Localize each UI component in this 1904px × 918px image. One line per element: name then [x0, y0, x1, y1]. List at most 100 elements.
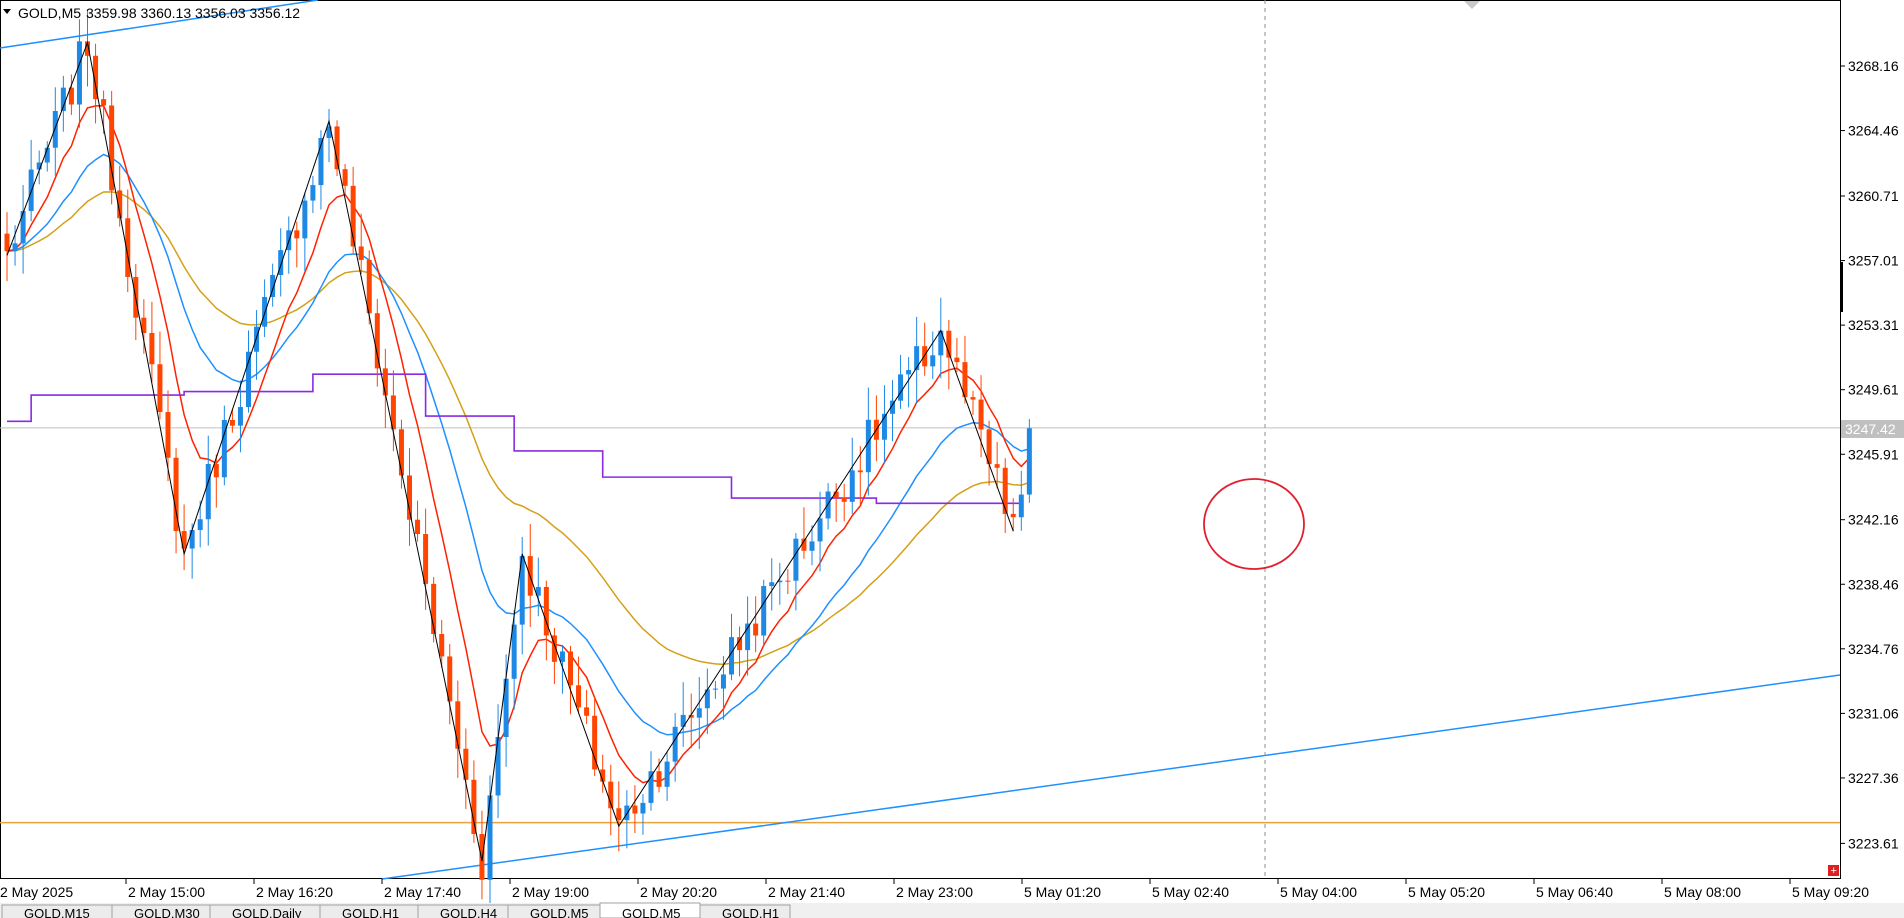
candle-body	[68, 87, 74, 105]
candle-body	[12, 243, 18, 252]
candle-body	[173, 457, 179, 532]
candle-body	[310, 185, 316, 201]
candle-body	[978, 399, 984, 430]
candle-body	[849, 470, 855, 502]
candle-body	[342, 169, 348, 186]
candle-body	[213, 463, 219, 478]
price-tick-label: 3249.61	[1848, 382, 1899, 398]
candle-body	[729, 637, 734, 675]
chart-shift-marker-icon[interactable]	[1464, 1, 1480, 9]
candle-body	[181, 531, 187, 549]
candle-body	[672, 726, 678, 762]
candle-body	[616, 808, 622, 821]
candle-body	[205, 463, 211, 520]
bottom-tab[interactable]: GOLD,Daily	[209, 904, 321, 918]
candle-body	[471, 779, 477, 834]
candle-body	[656, 771, 662, 787]
candle-body	[415, 519, 421, 535]
candle-body	[1002, 467, 1008, 514]
time-tick-label: 5 May 05:20	[1408, 884, 1485, 900]
candle-body	[382, 368, 388, 396]
candle-body	[688, 714, 694, 718]
annotation-layer	[1203, 478, 1305, 570]
candle-body	[117, 190, 123, 219]
collapse-triangle-icon[interactable]	[3, 9, 11, 14]
trendline-layer	[0, 0, 1841, 880]
candle-body	[318, 137, 324, 186]
ma-mid-line	[6, 153, 1030, 736]
candle-body	[793, 538, 799, 581]
candle-body	[857, 470, 863, 473]
svg-text:+: +	[1831, 865, 1837, 877]
candle-body	[374, 313, 380, 369]
price-tick-label: 3257.01	[1848, 253, 1899, 269]
candle-body	[994, 464, 1000, 468]
candle-body	[431, 583, 437, 635]
bottom-tab[interactable]: GOLD,M30	[111, 904, 211, 918]
candle-body	[294, 230, 300, 239]
candle-body	[157, 364, 163, 413]
candle-body	[535, 586, 541, 596]
candle-body	[680, 714, 686, 727]
candle-body	[898, 374, 904, 401]
candle-body	[761, 586, 767, 636]
bottom-tab-bar: GOLD,M15 GOLD,M30 GOLD,Daily GOLD,H1 GOLD,H4…	[0, 902, 1904, 918]
candle-body	[769, 582, 775, 587]
candle-body	[229, 419, 235, 426]
price-tick-label: 3223.61	[1848, 835, 1899, 851]
candle-body	[809, 541, 815, 551]
candle-body	[608, 781, 614, 809]
symbol-header[interactable]: GOLD,M5 3359.98 3360.13 3356.03 3356.12	[3, 5, 300, 21]
tab-label: GOLD,M5	[622, 906, 681, 918]
candle-body	[592, 715, 598, 770]
tab-label: GOLD,H4	[440, 906, 497, 918]
candle-body	[825, 491, 831, 519]
candle-body	[495, 737, 501, 796]
candle-body	[366, 259, 372, 314]
candle-body	[455, 701, 461, 749]
time-axis[interactable]: 2 May 2025 2 May 15:00 2 May 16:20 2 May 17…	[0, 879, 1869, 900]
candle-body	[20, 211, 26, 244]
price-tick-label: 3234.76	[1848, 641, 1899, 657]
time-tick-label: 2 May 19:00	[512, 884, 589, 900]
candle-body	[503, 678, 509, 738]
candle-body	[922, 346, 928, 367]
candle-body	[197, 519, 203, 531]
candle-body	[237, 407, 243, 426]
candle-body	[720, 674, 726, 689]
candle-body	[390, 395, 396, 430]
candle-body	[737, 637, 743, 651]
candle-body	[439, 634, 445, 657]
price-tick-label: 3245.91	[1848, 446, 1899, 462]
candle-body	[487, 795, 493, 880]
bottom-tab[interactable]: GOLD,M5	[507, 904, 601, 918]
time-tick-label: 5 May 08:00	[1664, 884, 1741, 900]
time-tick-label: 2 May 2025	[0, 884, 73, 900]
candle-body	[270, 275, 276, 297]
candle-body	[543, 586, 549, 636]
bottom-tab[interactable]: GOLD,M5	[599, 902, 701, 918]
bottom-tab[interactable]: GOLD,H1	[699, 904, 791, 918]
price-scale-slider[interactable]	[1840, 262, 1843, 312]
candle-body	[986, 429, 992, 465]
price-axis[interactable]: 3268.16 3264.46 3260.71 3257.01 3253.31 3249.…	[1840, 58, 1899, 851]
candle-body	[696, 708, 702, 718]
candle-body	[358, 246, 364, 260]
candle-body	[254, 326, 260, 352]
bottom-tab[interactable]: GOLD,H1	[319, 904, 419, 918]
bottom-tab[interactable]: GOLD,M15	[1, 904, 113, 918]
price-tick-label: 3238.46	[1848, 576, 1899, 592]
candle-body	[44, 147, 50, 163]
candle-body	[246, 351, 251, 408]
candle-body	[906, 370, 912, 375]
chart-expand-button[interactable]: +	[1828, 865, 1839, 877]
candle-body	[914, 346, 920, 371]
candle-body	[4, 233, 10, 252]
plot-area[interactable]	[0, 0, 1841, 879]
bottom-tab[interactable]: GOLD,H4	[417, 904, 509, 918]
time-tick-label: 5 May 04:00	[1280, 884, 1357, 900]
candle-body	[890, 400, 895, 414]
price-tick-label: 3231.06	[1848, 705, 1899, 721]
current-price-text: 3247.42	[1845, 421, 1896, 437]
